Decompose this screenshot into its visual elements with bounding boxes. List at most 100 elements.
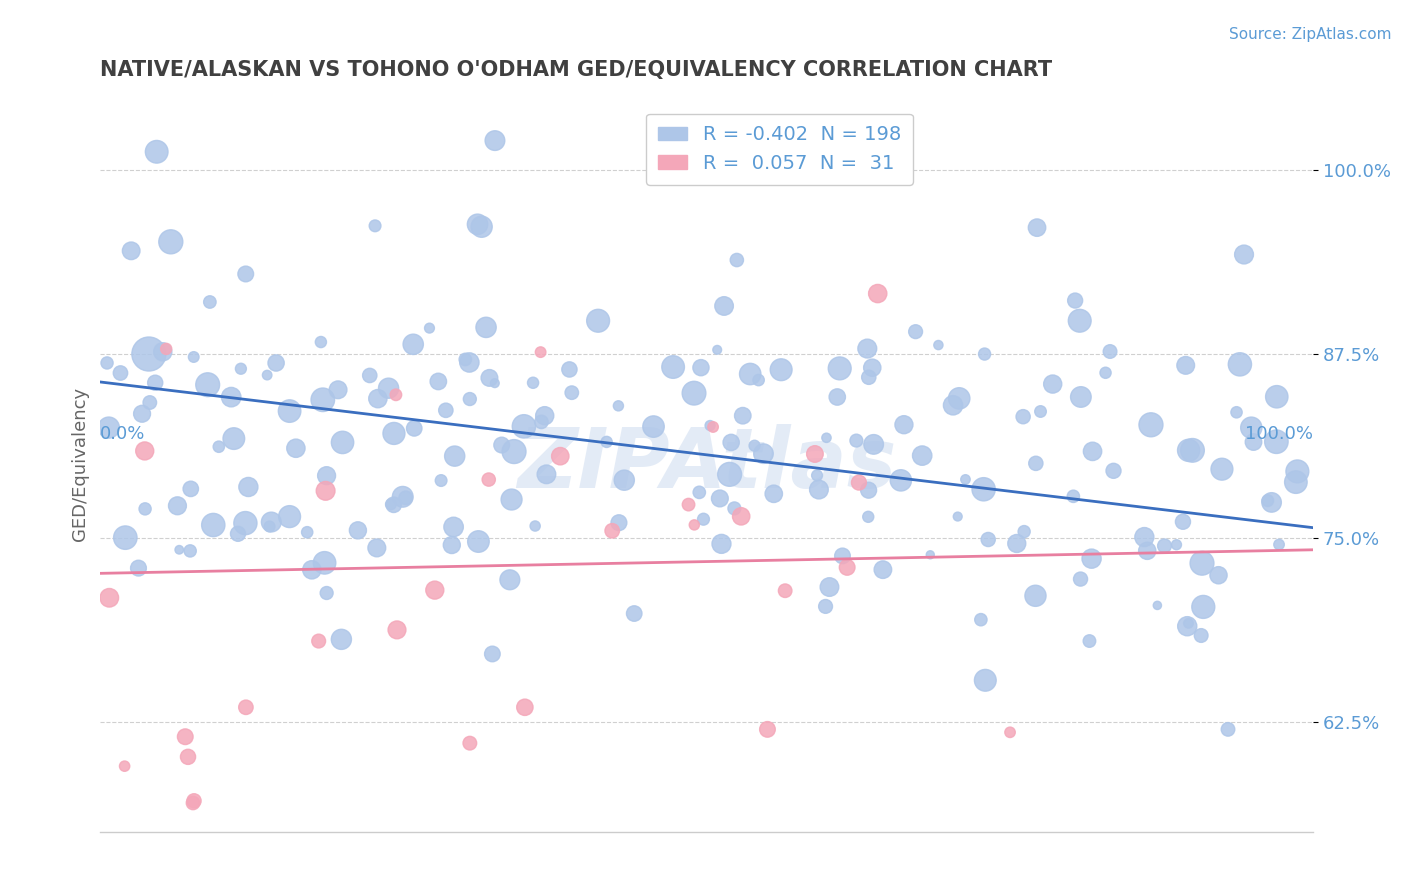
Point <box>1216 723 1239 737</box>
Point <box>807 483 830 497</box>
Point <box>332 435 354 450</box>
Point <box>706 343 728 357</box>
Point <box>180 482 202 496</box>
Point <box>1133 530 1156 544</box>
Point <box>440 538 463 552</box>
Point <box>380 497 402 511</box>
Point <box>1229 357 1251 371</box>
Point <box>1257 493 1279 508</box>
Point <box>607 516 630 530</box>
Point <box>1070 572 1092 586</box>
Point <box>364 219 387 233</box>
Point <box>179 544 201 558</box>
Point <box>181 796 204 810</box>
Point <box>1175 619 1198 633</box>
Point <box>114 531 136 545</box>
Point <box>1191 556 1213 570</box>
Point <box>866 286 889 301</box>
Point <box>725 253 748 268</box>
Point <box>312 392 335 407</box>
Point <box>308 634 330 648</box>
Point <box>806 468 828 483</box>
Point <box>347 524 370 538</box>
Point <box>1192 599 1215 614</box>
Point <box>1102 464 1125 478</box>
Point <box>454 352 477 367</box>
Point <box>860 360 883 375</box>
Point <box>1189 628 1212 642</box>
Point <box>825 390 848 404</box>
Point <box>430 474 453 488</box>
Point <box>114 759 136 773</box>
Point <box>314 556 336 570</box>
Point <box>837 560 859 574</box>
Point <box>586 314 609 328</box>
Point <box>1025 456 1047 470</box>
Point <box>1024 589 1046 603</box>
Point <box>548 449 571 463</box>
Point <box>1177 443 1199 458</box>
Point <box>1029 404 1052 418</box>
Point <box>174 730 197 744</box>
Point <box>167 542 190 557</box>
Point <box>159 235 181 249</box>
Point <box>702 420 724 434</box>
Point <box>152 344 174 359</box>
Point <box>443 520 465 534</box>
Point <box>692 512 714 526</box>
Point <box>998 725 1021 739</box>
Point <box>481 647 503 661</box>
Point <box>97 420 120 434</box>
Point <box>946 509 969 524</box>
Point <box>315 483 337 498</box>
Point <box>513 419 536 434</box>
Point <box>145 145 167 159</box>
Text: ZIPAtlas: ZIPAtlas <box>517 424 897 505</box>
Point <box>709 491 731 506</box>
Point <box>434 403 457 417</box>
Point <box>183 794 205 808</box>
Text: NATIVE/ALASKAN VS TOHONO O'ODHAM GED/EQUIVALENCY CORRELATION CHART: NATIVE/ALASKAN VS TOHONO O'ODHAM GED/EQU… <box>100 60 1053 79</box>
Point <box>131 407 153 421</box>
Point <box>858 370 880 384</box>
Point <box>920 548 942 562</box>
Point <box>1225 405 1247 419</box>
Point <box>134 501 156 516</box>
Point <box>1174 359 1197 373</box>
Point <box>1080 551 1102 566</box>
Point <box>524 519 547 533</box>
Point <box>730 509 752 524</box>
Point <box>1136 543 1159 558</box>
Point <box>382 426 405 441</box>
Point <box>491 438 513 452</box>
Point <box>595 434 617 449</box>
Point <box>326 383 349 397</box>
Point <box>226 526 249 541</box>
Y-axis label: GED/Equivalency: GED/Equivalency <box>72 387 89 541</box>
Point <box>1140 417 1163 432</box>
Point <box>96 356 118 370</box>
Point <box>970 613 993 627</box>
Point <box>720 435 742 450</box>
Point <box>690 360 713 375</box>
Point <box>391 490 413 504</box>
Point <box>222 432 245 446</box>
Point <box>558 362 581 376</box>
Point <box>815 431 838 445</box>
Point <box>643 419 665 434</box>
Point <box>284 442 307 456</box>
Point <box>613 473 636 487</box>
Point <box>197 377 219 392</box>
Point <box>471 219 494 234</box>
Point <box>1099 344 1122 359</box>
Point <box>256 368 278 383</box>
Point <box>1171 515 1194 529</box>
Point <box>699 418 721 433</box>
Point <box>522 376 544 390</box>
Point <box>366 541 388 555</box>
Point <box>499 573 522 587</box>
Point <box>359 368 381 383</box>
Point <box>1177 616 1199 631</box>
Point <box>942 398 965 412</box>
Point <box>1153 539 1175 553</box>
